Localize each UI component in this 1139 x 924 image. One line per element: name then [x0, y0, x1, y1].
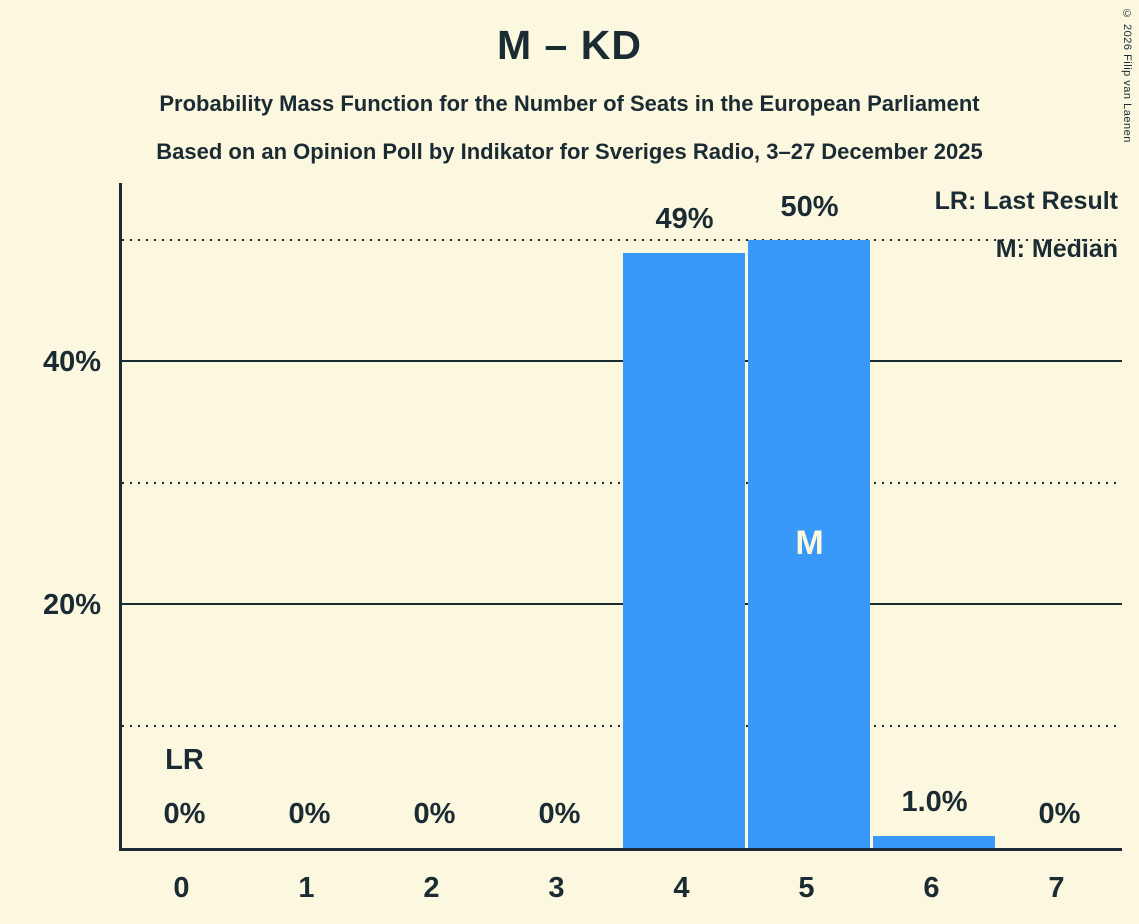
copyright-notice: © 2026 Filip van Laenen — [1121, 8, 1133, 143]
bar-seats-6 — [873, 836, 995, 848]
bar-seats-4 — [623, 253, 745, 848]
gridline-dotted-10 — [122, 724, 1122, 727]
gridline-dotted-50 — [122, 238, 1122, 241]
bar-value-label-1: 0% — [288, 798, 331, 830]
legend-last-result: LR: Last Result — [934, 187, 1118, 215]
bar-value-label-7: 0% — [1038, 798, 1081, 830]
bar-value-label-0: 0% — [163, 798, 206, 830]
x-axis-label-6: 6 — [923, 872, 940, 904]
chart-title: M – KD — [497, 22, 642, 68]
x-axis-label-4: 4 — [673, 872, 690, 904]
x-axis-label-0: 0 — [173, 872, 190, 904]
last-result-marker: LR — [165, 744, 204, 776]
x-axis-label-2: 2 — [423, 872, 440, 904]
x-axis-label-3: 3 — [548, 872, 565, 904]
plot-area: 0% 0% 0% 0% 49% 50% 1.0% 0% LR M — [119, 183, 1122, 851]
gridline-solid-20 — [122, 603, 1122, 605]
bar-value-label-5: 50% — [780, 190, 839, 223]
gridline-solid-40 — [122, 360, 1122, 362]
bar-value-label-4: 49% — [655, 202, 714, 235]
y-axis-label-20: 20% — [42, 589, 101, 621]
chart-subtitle-line1: Probability Mass Function for the Number… — [159, 91, 980, 116]
x-axis-label-1: 1 — [298, 872, 315, 904]
bar-value-label-6: 1.0% — [901, 785, 968, 818]
bar-value-label-3: 0% — [538, 798, 581, 830]
chart-subtitle-line2: Based on an Opinion Poll by Indikator fo… — [156, 139, 983, 164]
gridline-dotted-30 — [122, 481, 1122, 484]
y-axis-label-40: 40% — [42, 346, 101, 378]
x-axis-label-5: 5 — [798, 872, 815, 904]
median-marker: M — [795, 524, 824, 563]
x-axis-label-7: 7 — [1048, 872, 1065, 904]
bar-value-label-2: 0% — [413, 798, 456, 830]
bar-seats-5 — [748, 240, 870, 848]
